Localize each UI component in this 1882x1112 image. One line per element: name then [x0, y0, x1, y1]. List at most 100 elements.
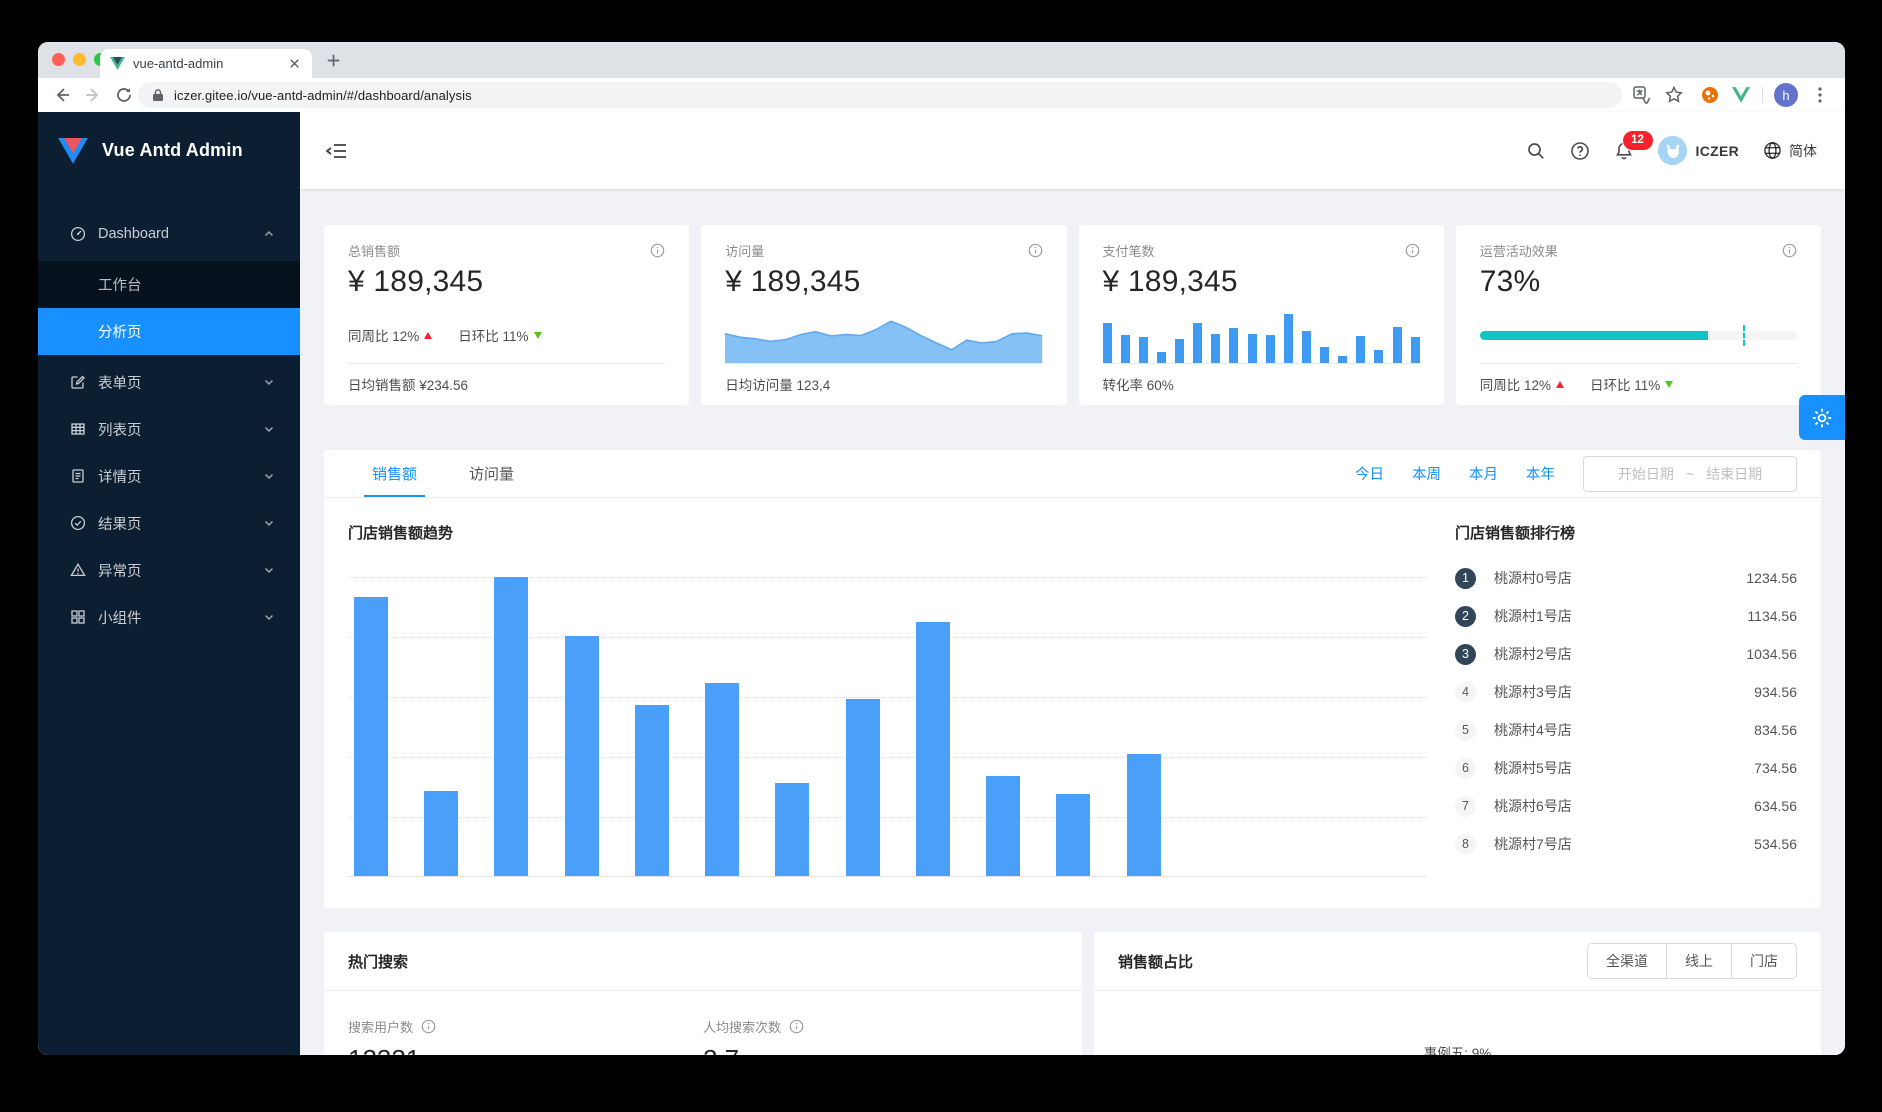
ranking-item: 7 桃源村6号店 634.56 — [1455, 787, 1797, 825]
vue-devtools-icon[interactable] — [1732, 85, 1752, 105]
sidebar-item-exception[interactable]: 异常页 — [38, 550, 300, 590]
sidebar-item-result[interactable]: 结果页 — [38, 503, 300, 543]
quick-range-today[interactable]: 今日 — [1355, 467, 1384, 483]
mini-bar — [1356, 336, 1366, 363]
mini-bar — [1211, 334, 1221, 363]
channel-button-all[interactable]: 全渠道 — [1587, 943, 1667, 979]
gridline — [348, 637, 1427, 638]
gear-icon — [1812, 408, 1832, 427]
mini-bar — [1283, 314, 1293, 363]
trend-bar — [564, 636, 599, 876]
tab-visits[interactable]: 访问量 — [469, 466, 515, 483]
rank-badge: 6 — [1455, 757, 1476, 779]
tabbar-extra: 今日 本周 本月 本年 开始日期 ~ 结束日期 — [1355, 455, 1797, 492]
trend-bar — [494, 577, 529, 876]
language-switcher[interactable]: 简体 — [1763, 141, 1817, 161]
menu-fold-icon[interactable] — [326, 140, 348, 162]
sidebar-item-list[interactable]: 列表页 — [38, 409, 300, 449]
sidebar-item-form[interactable]: 表单页 — [38, 362, 300, 402]
theme-settings-button[interactable] — [1799, 395, 1845, 440]
info-icon[interactable] — [1782, 243, 1797, 258]
channel-button-online[interactable]: 线上 — [1666, 943, 1732, 979]
gridline — [348, 697, 1427, 698]
trend-同周比: 同周比 12% — [1480, 374, 1565, 394]
sales-ratio-title: 销售额占比 — [1118, 953, 1194, 971]
rank-badge: 3 — [1455, 643, 1476, 665]
extension-orange-icon[interactable] — [1700, 85, 1720, 105]
warning-icon — [70, 562, 86, 578]
stat-card-total-sales: 总销售额 ¥ 189,345 同周比 12% 日环比 11% 日均销售额 ¥234… — [324, 225, 690, 405]
url-text: iczer.gitee.io/vue-antd-admin/#/dashboar… — [174, 87, 472, 103]
mini-bar — [1247, 334, 1257, 363]
reload-icon[interactable] — [114, 85, 134, 105]
store-sales-bar-chart — [348, 555, 1453, 877]
translate-icon[interactable] — [1632, 85, 1652, 105]
stat-number: 12321 — [348, 1044, 420, 1055]
sidebar-item-dashboard[interactable]: Dashboard — [38, 214, 300, 254]
trend-日环比: 日环比 11% — [1590, 374, 1674, 394]
language-label: 简体 — [1789, 142, 1817, 159]
end-date-placeholder: 结束日期 — [1706, 465, 1763, 482]
channel-button-store[interactable]: 门店 — [1731, 943, 1797, 979]
store-sales-value: 934.56 — [1754, 684, 1797, 700]
store-name: 桃源村7号店 — [1494, 836, 1572, 852]
store-sales-value: 1234.56 — [1746, 570, 1797, 586]
rank-badge: 2 — [1455, 605, 1476, 627]
stat-value: 73% — [1479, 265, 1541, 298]
mini-bar — [1229, 328, 1239, 363]
minimize-window-button[interactable] — [73, 53, 86, 66]
info-icon[interactable] — [1028, 243, 1043, 258]
browser-menu-kebab-icon[interactable] — [1810, 85, 1830, 105]
username: ICZER — [1695, 142, 1739, 159]
start-date-placeholder: 开始日期 — [1617, 465, 1674, 482]
ranking-item: 3 桃源村2号店 1034.56 — [1455, 635, 1797, 673]
sidebar-item-analysis[interactable]: 分析页 — [38, 308, 300, 355]
store-sales-value: 1034.56 — [1746, 646, 1797, 662]
tab-close-icon[interactable] — [287, 56, 302, 71]
tab-sales[interactable]: 销售额 — [363, 450, 426, 497]
info-icon[interactable] — [421, 1019, 436, 1034]
date-range-picker[interactable]: 开始日期 ~ 结束日期 — [1583, 455, 1797, 492]
card-divider — [1102, 363, 1420, 364]
stat-cards-row: 总销售额 ¥ 189,345 同周比 12% 日环比 11% 日均销售额 ¥234… — [324, 225, 1821, 405]
quick-range-month[interactable]: 本月 — [1469, 467, 1498, 483]
ranking-item: 2 桃源村1号店 1134.56 — [1455, 597, 1797, 635]
back-icon[interactable] — [52, 85, 72, 105]
help-icon[interactable] — [1570, 141, 1590, 161]
payments-minibar-chart — [1102, 305, 1420, 363]
trend-bar — [634, 705, 669, 876]
mini-bar — [1175, 339, 1184, 363]
channel-button-group: 全渠道 线上 门店 — [1587, 943, 1797, 979]
sidebar-item-workbench[interactable]: 工作台 — [98, 278, 142, 294]
trend-bar — [915, 622, 950, 876]
trend-chart-title: 门店销售额趋势 — [348, 525, 454, 542]
info-icon[interactable] — [650, 243, 665, 258]
browser-tab[interactable]: vue-antd-admin — [100, 49, 312, 78]
browser-profile-avatar[interactable]: h — [1774, 83, 1798, 107]
form-icon — [70, 374, 86, 390]
new-tab-button[interactable] — [324, 51, 343, 70]
quick-range-year[interactable]: 本年 — [1526, 467, 1555, 483]
url-bar[interactable]: iczer.gitee.io/vue-antd-admin/#/dashboar… — [138, 82, 1622, 108]
bookmark-star-icon[interactable] — [1664, 85, 1684, 105]
ranking-item: 6 桃源村5号店 734.56 — [1455, 749, 1797, 787]
notification-bell-icon[interactable]: 12 — [1614, 130, 1653, 161]
store-sales-value: 634.56 — [1754, 798, 1797, 814]
chevron-up-icon — [264, 229, 274, 239]
app-logo[interactable]: Vue Antd Admin — [38, 112, 300, 189]
sidebar-item-detail[interactable]: 详情页 — [38, 456, 300, 496]
search-icon[interactable] — [1526, 141, 1546, 161]
x-axis-baseline — [348, 876, 1427, 877]
info-icon[interactable] — [789, 1019, 804, 1034]
stat-number: 2.7 — [703, 1044, 739, 1055]
sales-panel: 销售额 访问量 今日 本周 本月 本年 开始日期 ~ 结束日期 门店销售额 — [324, 450, 1821, 908]
quick-range-week[interactable]: 本周 — [1412, 467, 1441, 483]
trend-bar — [1126, 754, 1161, 876]
sidebar-item-widgets[interactable]: 小组件 — [38, 597, 300, 637]
user-menu[interactable]: ICZER — [1657, 136, 1740, 165]
close-window-button[interactable] — [52, 53, 65, 66]
forward-icon[interactable] — [83, 85, 103, 105]
pie-slice-label: 事例五: 9% — [1423, 1046, 1492, 1055]
mini-bar — [1102, 323, 1112, 363]
info-icon[interactable] — [1405, 243, 1420, 258]
